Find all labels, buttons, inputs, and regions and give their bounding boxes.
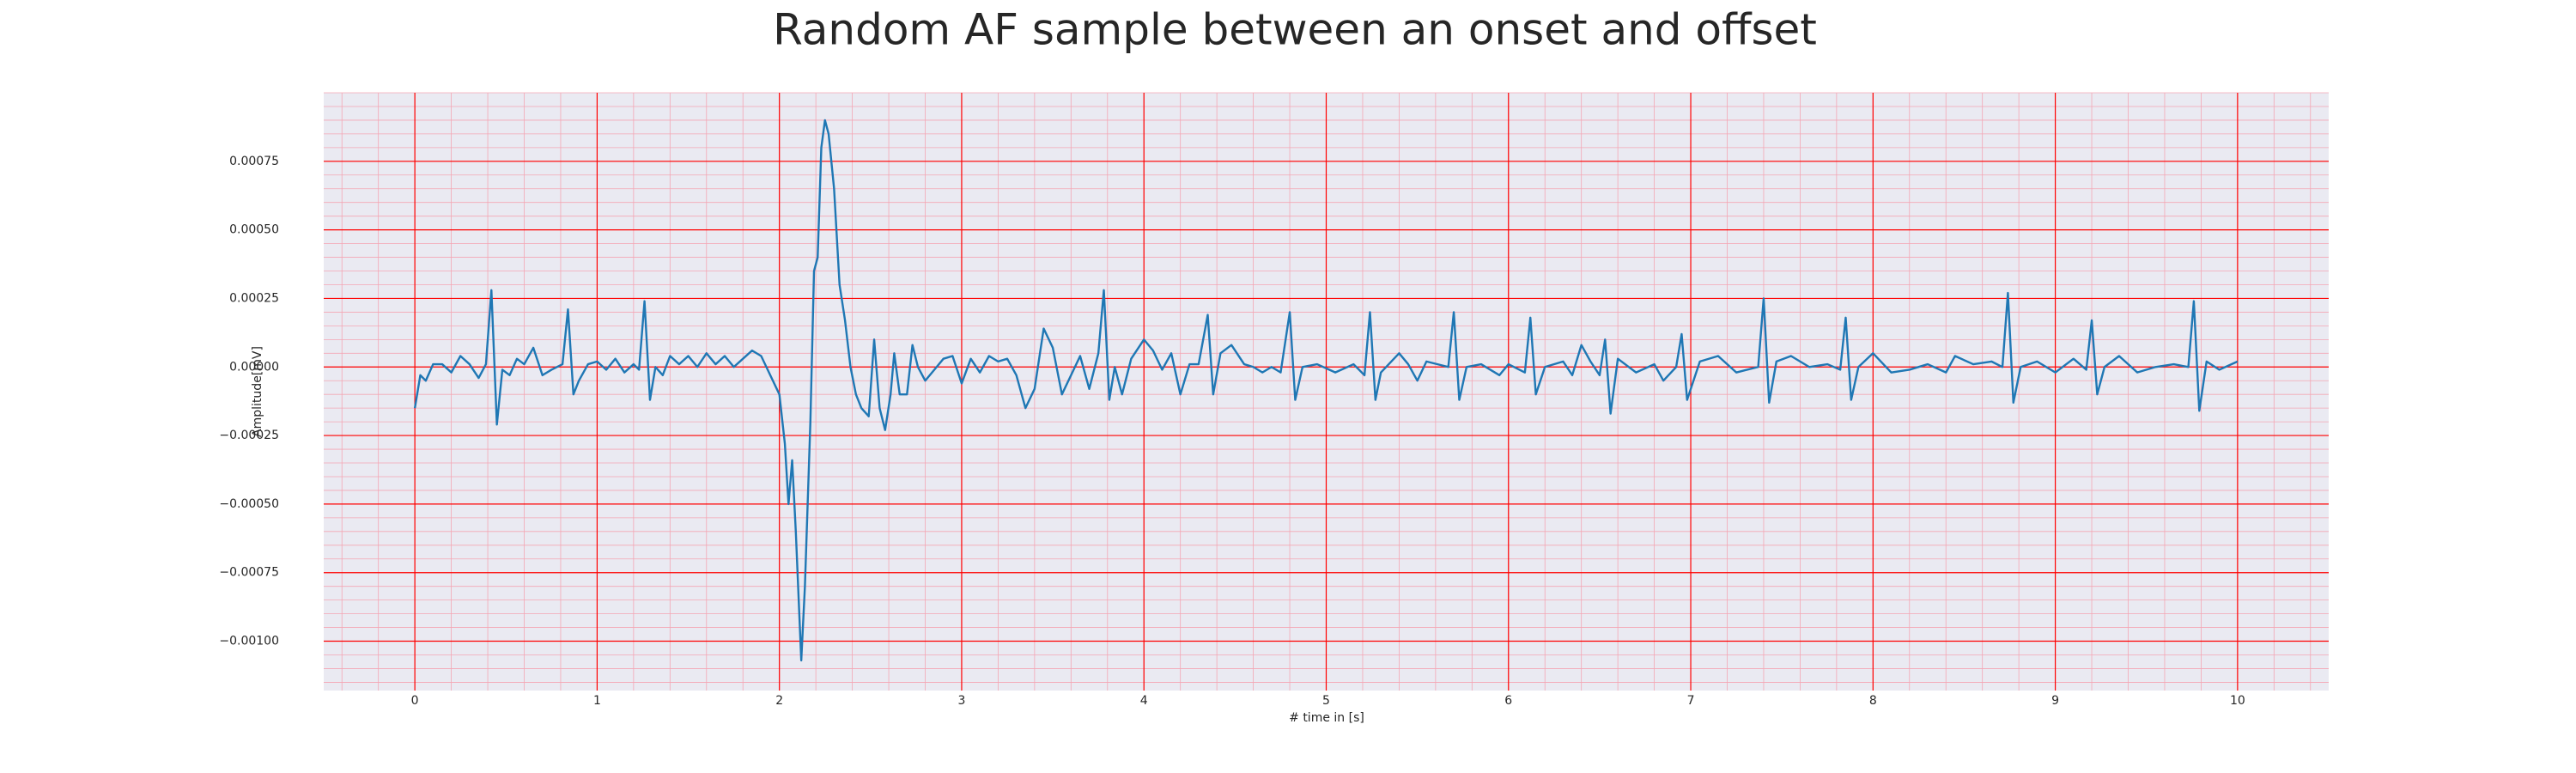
- x-tick-label: 3: [957, 694, 965, 708]
- x-tick-label: 4: [1140, 694, 1148, 708]
- x-axis-label: # time in [s]: [1289, 711, 1364, 725]
- x-tick-label: 1: [593, 694, 601, 708]
- x-tick-label: 9: [2051, 694, 2059, 708]
- series-line: [413, 119, 2239, 662]
- y-tick-label: −0.00050: [219, 497, 279, 511]
- x-tick-label: 5: [1322, 694, 1330, 708]
- x-tick-label: 7: [1687, 694, 1695, 708]
- x-tick-label: 8: [1869, 694, 1877, 708]
- y-tick-label: −0.00075: [219, 566, 279, 580]
- x-tick-label: 0: [411, 694, 419, 708]
- y-tick-label: 0.00000: [229, 360, 279, 374]
- y-tick-label: 0.00075: [229, 155, 279, 168]
- y-tick-label: 0.00050: [229, 223, 279, 237]
- chart-title: Random AF sample between an onset and of…: [773, 5, 1817, 55]
- x-tick-label: 2: [775, 694, 783, 708]
- y-tick-label: −0.00025: [219, 429, 279, 442]
- y-tick-label: 0.00025: [229, 291, 279, 305]
- y-tick-label: −0.00100: [219, 635, 279, 648]
- x-tick-label: 10: [2230, 694, 2245, 708]
- x-tick-label: 6: [1504, 694, 1512, 708]
- y-axis-label: Amplitude[mV]: [251, 346, 264, 437]
